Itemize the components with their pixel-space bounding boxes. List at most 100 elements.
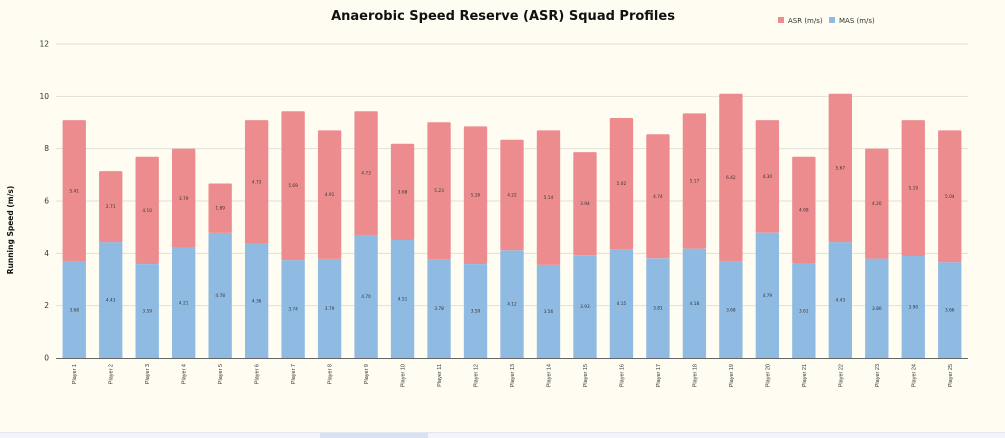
data-label-mas: 4.12 [507, 302, 517, 308]
bar-asr [682, 113, 707, 249]
bar-asr [755, 120, 780, 233]
legend-item-mas[interactable]: MAS (m/s) [829, 17, 875, 25]
data-label-mas: 3.79 [325, 306, 335, 312]
bar-mas [244, 243, 269, 358]
x-tick-label: Player 20 [765, 364, 771, 387]
data-label-mas: 3.68 [69, 307, 79, 313]
data-label-mas: 4.43 [836, 298, 846, 304]
data-label-mas: 3.90 [908, 304, 918, 310]
data-label-mas: 3.59 [471, 309, 481, 315]
data-label-mas: 3.66 [945, 308, 955, 314]
bar-asr [99, 171, 123, 243]
y-tick-label: 4 [44, 249, 49, 258]
data-label-mas: 4.70 [361, 294, 371, 300]
data-label-asr: 4.74 [653, 194, 663, 200]
bar-asr [62, 120, 86, 262]
bar-mas [354, 235, 378, 358]
data-label-mas: 3.56 [544, 309, 554, 315]
bar-asr [792, 156, 816, 264]
bar-asr [244, 120, 269, 244]
data-label-mas: 3.61 [799, 308, 809, 314]
data-label-asr: 5.17 [690, 178, 700, 184]
x-tick-label: Player 5 [218, 364, 224, 384]
data-label-asr: 4.73 [252, 180, 262, 186]
bar-asr [500, 139, 524, 251]
x-tick-label: Player 16 [619, 364, 625, 387]
data-label-asr: 4.91 [325, 192, 335, 198]
bar-asr [609, 118, 634, 250]
bar-mas [901, 255, 925, 358]
bar-mas [99, 242, 123, 358]
x-tick-label: Player 3 [145, 364, 151, 384]
data-label-asr: 1.89 [215, 206, 225, 212]
data-label-mas: 4.51 [398, 296, 408, 302]
bar-mas [828, 242, 852, 358]
bar-mas [317, 258, 342, 358]
x-tick-label: Player 21 [802, 364, 808, 387]
bar-asr [208, 183, 232, 233]
bar-asr [536, 130, 561, 265]
bar-mas [500, 250, 524, 358]
x-tick-label: Player 9 [364, 364, 370, 384]
bar-mas [463, 264, 488, 358]
x-tick-label: Player 18 [692, 364, 698, 387]
x-tick-label: Player 10 [401, 364, 407, 387]
x-tick-label: Player 22 [838, 364, 844, 387]
bar-asr [172, 148, 196, 248]
data-label-mas: 3.68 [726, 307, 736, 313]
bar-mas [938, 262, 962, 358]
data-label-mas: 3.74 [288, 307, 298, 313]
data-label-asr: 4.10 [142, 208, 152, 214]
bar-mas [135, 264, 159, 358]
data-label-mas: 4.79 [763, 293, 773, 299]
horizontal-scrollbar[interactable] [0, 432, 1005, 438]
bar-asr [354, 111, 378, 236]
bar-asr [865, 148, 889, 259]
bar-mas [208, 232, 232, 358]
x-tick-label: Player 11 [437, 364, 443, 387]
bar-mas [172, 247, 196, 358]
bar-mas [573, 255, 597, 358]
chart-title: Anaerobic Speed Reserve (ASR) Squad Prof… [331, 9, 675, 24]
legend-label-asr: ASR (m/s) [788, 17, 823, 25]
data-label-mas: 3.81 [653, 306, 663, 312]
data-label-mas: 4.15 [617, 301, 627, 307]
legend-swatch-mas [829, 17, 835, 23]
bar-asr [573, 152, 597, 256]
y-tick-label: 0 [44, 354, 49, 363]
bar-asr [135, 156, 159, 265]
legend: ASR (m/s) MAS (m/s) [778, 17, 875, 25]
bar-mas [281, 260, 305, 358]
bar-mas [427, 259, 451, 358]
data-label-asr: 3.94 [580, 201, 590, 207]
bar-mas [390, 239, 415, 358]
x-tick-label: Player 23 [875, 364, 881, 387]
bar-mas [792, 263, 816, 358]
data-label-asr: 4.30 [763, 174, 773, 180]
x-tick-label: Player 2 [109, 364, 115, 384]
legend-swatch-asr [778, 17, 784, 23]
scrollbar-thumb[interactable] [320, 433, 428, 438]
bar-mas [719, 261, 743, 358]
y-tick-label: 6 [44, 197, 49, 206]
data-label-mas: 4.18 [690, 301, 700, 307]
bar-mas [609, 249, 634, 358]
bar-mas [865, 258, 889, 358]
bar-mas [536, 264, 561, 358]
x-tick-label: Player 13 [510, 364, 516, 387]
bar-mas [646, 258, 670, 358]
x-tick-label: Player 15 [583, 364, 589, 387]
x-tick-label: Player 17 [656, 364, 662, 387]
x-tick-label: Player 4 [182, 364, 188, 384]
x-tick-label: Player 12 [474, 364, 480, 387]
bar-asr [901, 120, 925, 256]
bar-asr [427, 122, 451, 260]
data-label-asr: 4.08 [799, 208, 809, 214]
legend-item-asr[interactable]: ASR (m/s) [778, 17, 823, 25]
bars [62, 93, 962, 358]
data-label-asr: 5.23 [434, 188, 444, 194]
data-label-mas: 4.43 [106, 298, 116, 304]
data-label-mas: 3.78 [434, 306, 444, 312]
x-tick-label: Player 19 [729, 364, 735, 387]
